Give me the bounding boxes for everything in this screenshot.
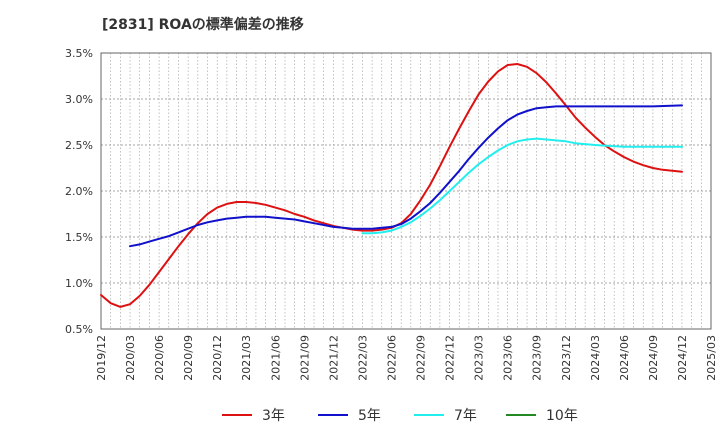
- x-tick-label: 2022/09: [415, 335, 428, 381]
- x-tick-label: 2019/12: [95, 335, 108, 381]
- x-tick-label: 2021/09: [298, 335, 311, 381]
- legend: 3年 5年 7年 10年: [222, 408, 578, 424]
- x-tick-label: 2024/06: [618, 335, 631, 381]
- chart-title: [2831] ROAの標準偏差の推移: [102, 17, 304, 33]
- series-line-5年: [129, 104, 683, 248]
- x-tick-label: 2023/12: [560, 335, 573, 381]
- x-tick-label: 2024/09: [647, 335, 660, 381]
- x-tick-label: 2020/09: [182, 335, 195, 381]
- x-tick-label: 2021/12: [327, 335, 340, 381]
- axis-layer: 0.5% 1.0% 1.5% 2.0% 2.5% 3.0% 3.5% 2019/12 2020/…: [65, 47, 718, 381]
- x-tick-label: 2020/06: [153, 335, 166, 381]
- y-tick-label: 1.0%: [65, 277, 93, 290]
- plot-border: [100, 52, 712, 330]
- series-line-7年: [361, 137, 683, 235]
- x-tick-label: 2024/03: [589, 335, 602, 381]
- y-tick-label: 2.0%: [65, 185, 93, 198]
- series-layer: [100, 63, 683, 308]
- x-tick-label: 2020/03: [124, 335, 137, 381]
- x-tick-label: 2020/12: [211, 335, 224, 381]
- x-tick-label: 2023/06: [502, 335, 515, 381]
- x-tick-label: 2021/06: [269, 335, 282, 381]
- x-tick-label: 2023/09: [531, 335, 544, 381]
- legend-label: 3年: [262, 408, 285, 424]
- x-tick-label: 2022/12: [444, 335, 457, 381]
- grid-layer: [101, 52, 711, 330]
- x-tick-label: 2022/03: [356, 335, 369, 381]
- y-tick-label: 3.0%: [65, 93, 93, 106]
- legend-label: 5年: [358, 408, 381, 424]
- x-tick-label: 2021/03: [240, 335, 253, 381]
- legend-label: 10年: [546, 408, 578, 424]
- legend-label: 7年: [454, 408, 477, 424]
- x-tick-label: 2023/03: [473, 335, 486, 381]
- y-tick-label: 1.5%: [65, 231, 93, 244]
- y-tick-label: 3.5%: [65, 47, 93, 60]
- y-tick-label: 0.5%: [65, 323, 93, 336]
- x-tick-label: 2024/12: [676, 335, 689, 381]
- x-tick-label: 2022/06: [385, 335, 398, 381]
- y-tick-label: 2.5%: [65, 139, 93, 152]
- x-tick-label: 2025/03: [705, 335, 718, 381]
